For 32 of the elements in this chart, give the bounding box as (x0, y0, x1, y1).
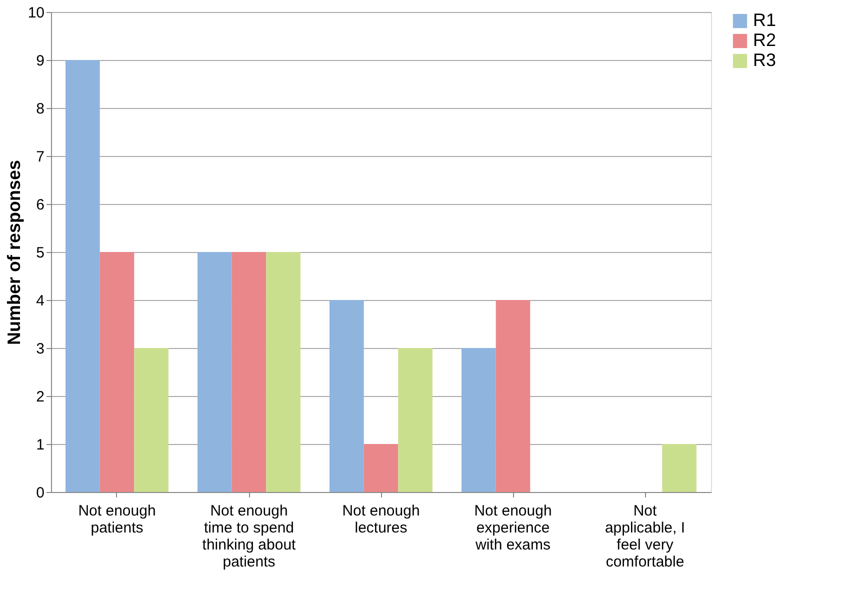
y-tick-label: 0 (36, 484, 44, 502)
y-tick-label: 3 (36, 340, 44, 358)
x-tick-label: Not enough experience with exams (474, 502, 552, 554)
y-tick-label: 4 (36, 292, 44, 310)
bar (232, 252, 266, 492)
bar (462, 348, 496, 492)
x-tick-label: Not enough lectures (342, 502, 420, 536)
bar (100, 252, 134, 492)
y-tick-label: 6 (36, 196, 44, 214)
x-tick-label: Not applicable, I feel very comfortable (604, 502, 686, 570)
y-tick-label: 1 (36, 436, 44, 454)
bar (496, 300, 530, 492)
y-axis-title: Number of responses (4, 160, 24, 346)
x-tick-label: Not enough time to spend thinking about patients (202, 502, 297, 570)
legend-label: R1 (753, 10, 776, 30)
x-tick-label: Not enough patients (78, 502, 156, 536)
bar (364, 444, 398, 492)
bar (66, 60, 100, 492)
y-tick-label: 5 (36, 244, 44, 262)
legend-label: R3 (753, 50, 776, 70)
y-tick-label: 8 (36, 100, 44, 118)
bar (662, 444, 696, 492)
bar (266, 252, 300, 492)
y-tick-label: 2 (36, 388, 44, 406)
y-tick-label: 9 (36, 52, 44, 70)
bar (398, 348, 432, 492)
bar (198, 252, 232, 492)
legend-label: R2 (753, 30, 776, 50)
y-tick-label: 10 (28, 4, 44, 22)
bar (330, 300, 364, 492)
bar (134, 348, 168, 492)
y-tick-label: 7 (36, 148, 44, 166)
